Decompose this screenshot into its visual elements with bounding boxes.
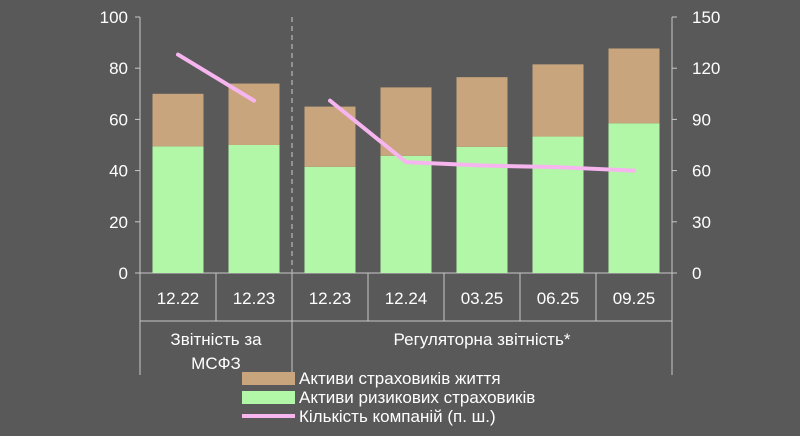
bar-segment bbox=[532, 136, 584, 273]
bar-segment bbox=[608, 48, 660, 124]
bar-segment bbox=[228, 83, 280, 145]
line-series-companies bbox=[176, 52, 256, 103]
legend-label: Активи ризикових страховиків bbox=[299, 388, 535, 407]
right-tick-label: 30 bbox=[692, 213, 711, 232]
group-label: Регуляторна звітність* bbox=[394, 330, 571, 349]
left-tick-label: 100 bbox=[100, 8, 128, 27]
right-tick-label: 120 bbox=[692, 59, 720, 78]
left-tick-label: 0 bbox=[119, 264, 128, 283]
left-tick-label: 80 bbox=[109, 59, 128, 78]
bar-segment bbox=[456, 77, 508, 147]
bar-segment bbox=[380, 87, 432, 156]
left-tick-label: 40 bbox=[109, 162, 128, 181]
category-label: 03.25 bbox=[461, 289, 504, 308]
category-label: 12.23 bbox=[309, 289, 352, 308]
category-label: 09.25 bbox=[613, 289, 656, 308]
category-label: 12.24 bbox=[385, 289, 428, 308]
right-tick-label: 150 bbox=[692, 8, 720, 27]
bar-segment bbox=[380, 155, 432, 273]
legend-label: Активи страховиків життя bbox=[299, 369, 501, 388]
bar-segment bbox=[532, 64, 584, 137]
left-tick-label: 20 bbox=[109, 213, 128, 232]
bar-segment bbox=[152, 93, 204, 147]
bar-segment bbox=[152, 146, 204, 273]
group-label: МСФЗ bbox=[191, 354, 241, 373]
legend-swatch bbox=[242, 391, 295, 404]
legend-swatch bbox=[242, 372, 295, 385]
left-tick-label: 60 bbox=[109, 110, 128, 129]
right-tick-label: 0 bbox=[692, 264, 701, 283]
category-label: 12.23 bbox=[233, 289, 276, 308]
group-label: Звітність за bbox=[170, 330, 262, 349]
right-tick-label: 60 bbox=[692, 162, 711, 181]
legend-label: Кількість компаній (п. ш.) bbox=[299, 407, 496, 426]
right-tick-label: 90 bbox=[692, 110, 711, 129]
bar-segment bbox=[608, 123, 660, 274]
bar-segment bbox=[304, 166, 356, 273]
category-label: 12.22 bbox=[157, 289, 200, 308]
bar-segment bbox=[228, 145, 280, 273]
category-label: 06.25 bbox=[537, 289, 580, 308]
